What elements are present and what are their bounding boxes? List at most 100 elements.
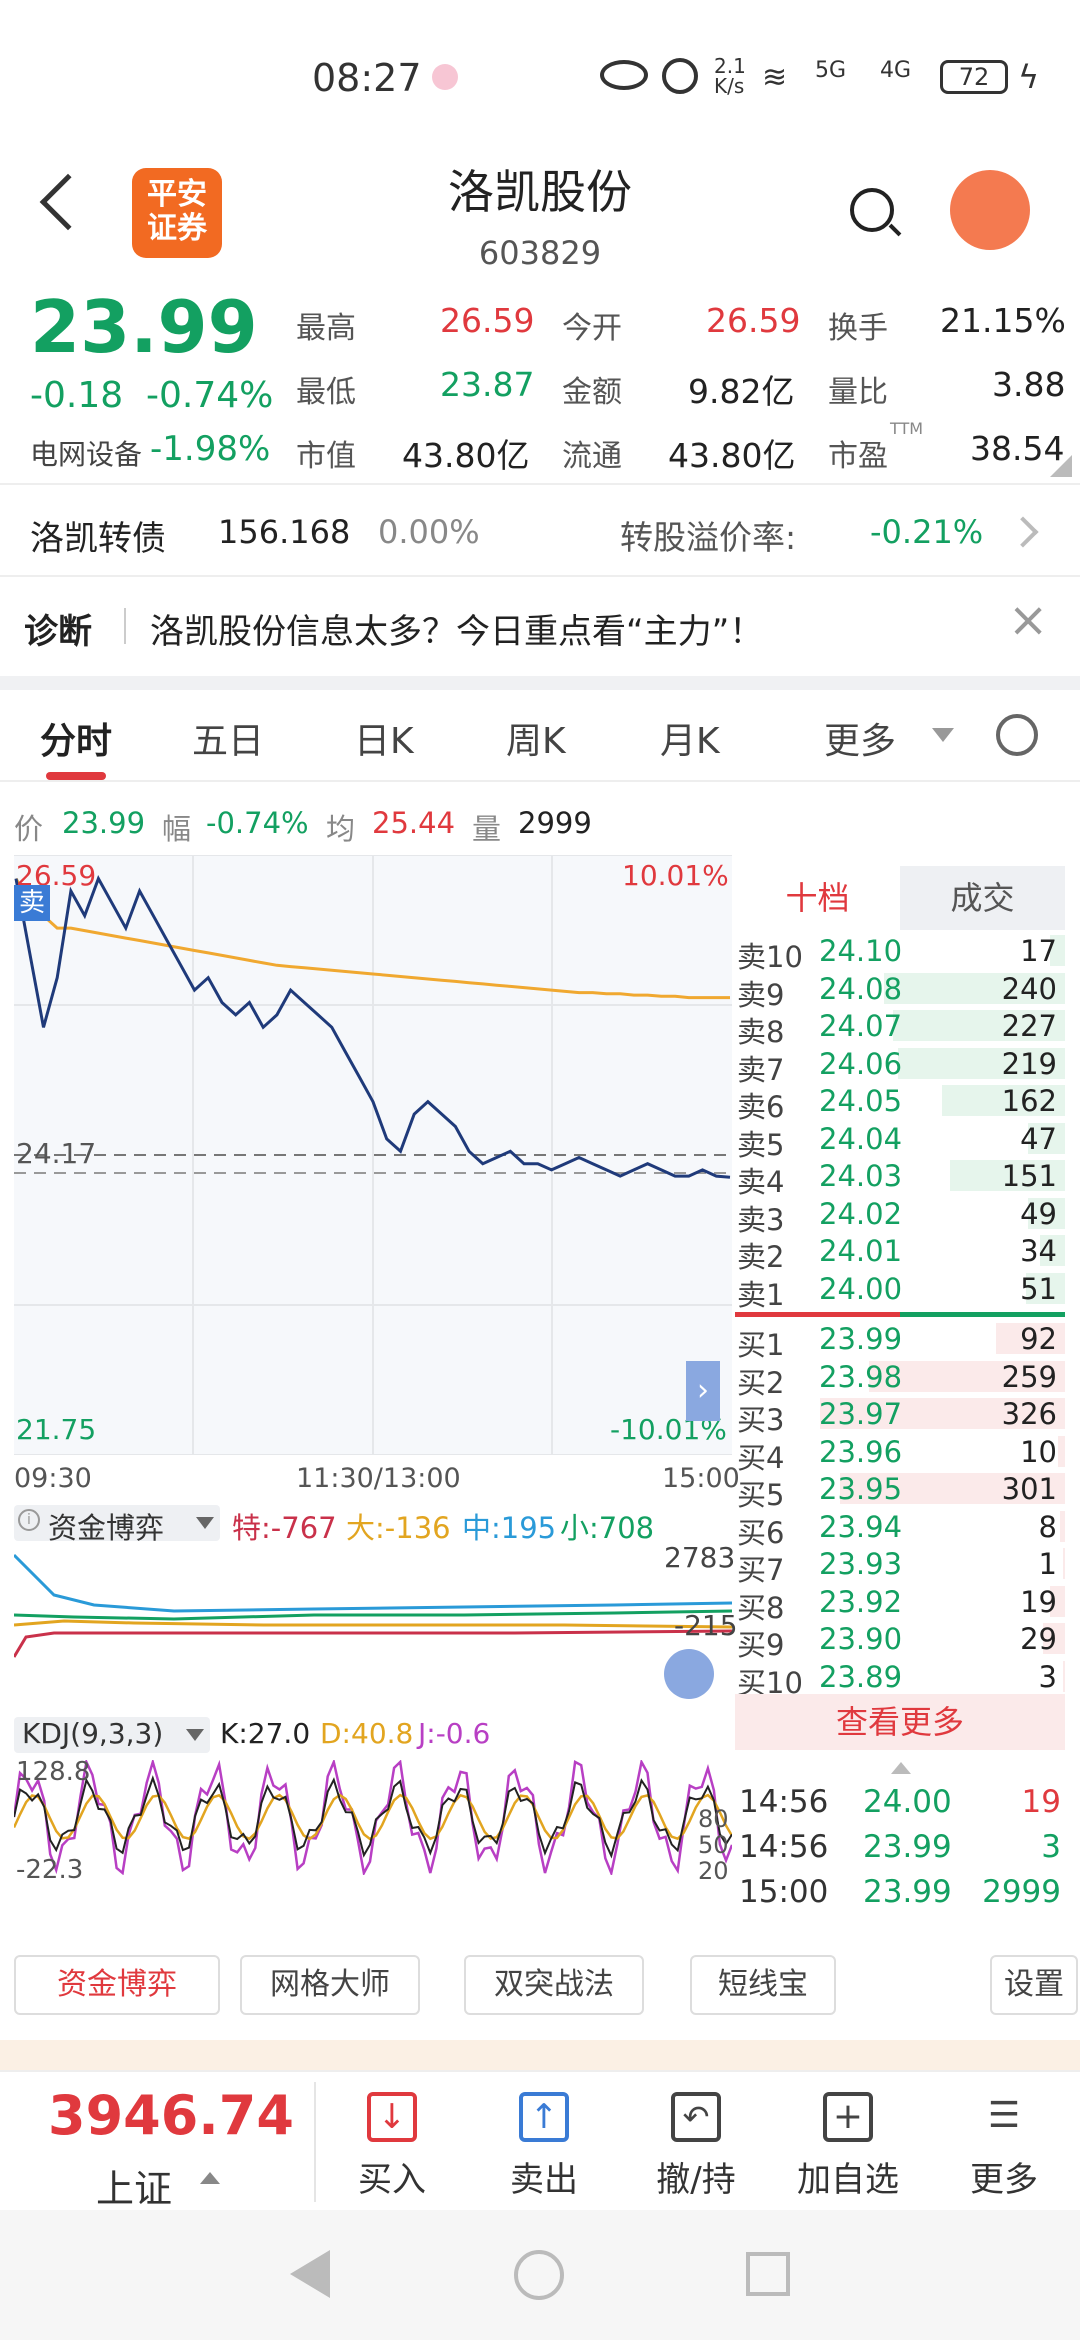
settings-button[interactable]: 设置 [990, 1955, 1078, 2015]
grid-master-button[interactable]: 网格大师 [240, 1955, 420, 2015]
tab-monthly-k[interactable]: 月K [660, 721, 720, 762]
chevron-up-icon[interactable] [200, 2172, 220, 2184]
low-label: 最低 [296, 375, 356, 410]
level-label: 买9 [737, 1628, 785, 1662]
ask-row[interactable]: 卖6 24.05 162 [735, 1082, 1065, 1124]
sector-name[interactable]: 电网设备 [30, 438, 143, 471]
float-value: 43.80亿 [668, 436, 796, 475]
level-price: 24.01 [819, 1234, 903, 1268]
section-separator [0, 676, 1080, 690]
ask-row[interactable]: 卖9 24.08 240 [735, 970, 1065, 1012]
tab-five-day[interactable]: 五日 [192, 721, 265, 762]
diagnosis-banner[interactable]: 诊断 洛凯股份信息太多？今日重点看“主力”！ × [0, 578, 1080, 676]
convertible-bond-row[interactable]: 洛凯转债 156.168 0.00% 转股溢价率: -0.21% [0, 487, 1080, 577]
bid-row[interactable]: 买10 23.89 3 [735, 1658, 1065, 1700]
ask-row[interactable]: 卖8 24.07 227 [735, 1007, 1065, 1049]
bond-pct: 0.00% [378, 513, 480, 551]
mktcap-label: 市值 [296, 439, 356, 474]
bid-row[interactable]: 买1 23.99 92 [735, 1320, 1065, 1362]
chevron-down-icon[interactable] [196, 1517, 214, 1529]
sell-button[interactable]: ↑ 卖出 [474, 2092, 614, 2201]
intraday-chart[interactable] [14, 855, 732, 1455]
search-icon[interactable] [850, 188, 894, 232]
sell-marker[interactable]: 卖 [14, 885, 50, 921]
tab-daily-k[interactable]: 日K [354, 721, 414, 762]
volume-bar [1058, 1435, 1065, 1467]
bid-row[interactable]: 买4 23.96 10 [735, 1433, 1065, 1475]
ask-row[interactable]: 卖3 24.02 49 [735, 1195, 1065, 1237]
bid-row[interactable]: 买9 23.90 29 [735, 1620, 1065, 1662]
kdj-panel-selector[interactable] [14, 1717, 210, 1753]
fund-game-button[interactable]: 资金博弈 [14, 1955, 220, 2015]
bid-row[interactable]: 买8 23.92 19 [735, 1583, 1065, 1625]
y-bottom-label: 21.75 [16, 1413, 97, 1446]
ask-row[interactable]: 卖10 24.10 17 [735, 932, 1065, 974]
pe-value: 38.54 [970, 429, 1065, 468]
x-tick-mid: 11:30/13:00 [296, 1463, 461, 1494]
level-volume: 240 [1001, 971, 1057, 1006]
gear-icon[interactable] [996, 714, 1038, 756]
plus-icon: + [823, 2092, 873, 2142]
ask-row[interactable]: 卖5 24.04 47 [735, 1120, 1065, 1162]
level-price: 24.08 [819, 971, 903, 1006]
fund-panel-selector[interactable] [14, 1505, 220, 1541]
double-break-button[interactable]: 双突战法 [464, 1955, 644, 2015]
volume-bar [1050, 1585, 1065, 1617]
nav-back-icon[interactable] [290, 2250, 330, 2298]
bid-row[interactable]: 买5 23.95 301 [735, 1470, 1065, 1512]
ask-row[interactable]: 卖2 24.01 34 [735, 1232, 1065, 1274]
x-tick-end: 15:00 [662, 1463, 740, 1494]
index-name[interactable]: 上证 [96, 2167, 173, 2211]
buy-button[interactable]: ↓ 买入 [322, 2092, 462, 2201]
sell-icon: ↑ [519, 2092, 569, 2142]
info-vol-label: 量 [472, 812, 502, 846]
info-price-label: 价 [14, 812, 44, 846]
order-book-tab-trades[interactable]: 成交 [900, 866, 1065, 930]
short-line-button[interactable]: 短线宝 [690, 1955, 836, 2015]
quote-panel: 23.99 -0.18 -0.74% 电网设备 -1.98% 最高 26.59 … [0, 285, 1080, 485]
back-icon[interactable] [39, 173, 97, 231]
more-button[interactable]: ☰ 更多 [934, 2092, 1074, 2201]
chevron-down-icon[interactable] [932, 728, 954, 742]
ask-row[interactable]: 卖1 24.00 51 [735, 1270, 1065, 1312]
chevron-right-icon[interactable] [1007, 516, 1039, 548]
bid-row[interactable]: 买7 23.93 1 [735, 1545, 1065, 1587]
view-more-button[interactable]: 查看更多 [735, 1694, 1065, 1750]
cancel-hold-button[interactable]: ↶ 撤/持 [626, 2092, 766, 2201]
stock-name: 洛凯股份 [448, 165, 632, 219]
avatar[interactable] [950, 170, 1030, 250]
expand-chart-handle[interactable]: › [686, 1361, 720, 1421]
high-value: 26.59 [440, 301, 535, 340]
promo-strip[interactable] [0, 2040, 1080, 2070]
index-value[interactable]: 3946.74 [48, 2084, 294, 2147]
order-book-tab-depth[interactable]: 十档 [785, 879, 850, 917]
nav-recents-icon[interactable] [746, 2252, 790, 2296]
fund-flow-chart[interactable] [14, 1545, 732, 1660]
chevron-down-icon[interactable] [186, 1729, 204, 1741]
turnover-value: 21.15% [940, 301, 1066, 340]
tab-intraday[interactable]: 分时 [40, 721, 113, 762]
kdj-chart[interactable] [14, 1760, 732, 1875]
info-icon[interactable]: i [18, 1509, 40, 1531]
tab-weekly-k[interactable]: 周K [506, 721, 566, 762]
tab-more[interactable]: 更多 [824, 721, 897, 762]
pe-ttm-sup: TTM [890, 419, 924, 438]
bid-row[interactable]: 买3 23.97 326 [735, 1395, 1065, 1437]
volume-bar [950, 1160, 1065, 1191]
bid-row[interactable]: 买6 23.94 8 [735, 1508, 1065, 1550]
diagnosis-text: 洛凯股份信息太多？今日重点看“主力”！ [150, 612, 764, 652]
fullscreen-icon[interactable] [664, 1649, 714, 1699]
fund-big-line [14, 1619, 732, 1629]
level-price: 24.02 [819, 1196, 903, 1231]
avg-price-line [14, 877, 730, 1000]
close-icon[interactable]: × [1008, 592, 1049, 648]
ask-row[interactable]: 卖4 24.03 151 [735, 1157, 1065, 1199]
bid-row[interactable]: 买2 23.98 259 [735, 1358, 1065, 1400]
add-watchlist-button[interactable]: + 加自选 [778, 2092, 918, 2201]
level-price: 24.07 [819, 1009, 903, 1043]
level-price: 24.05 [819, 1084, 903, 1118]
nav-home-icon[interactable] [514, 2250, 564, 2300]
chevron-up-icon[interactable] [891, 1762, 911, 1774]
fund-mid-line [14, 1553, 732, 1613]
ask-row[interactable]: 卖7 24.06 219 [735, 1045, 1065, 1087]
